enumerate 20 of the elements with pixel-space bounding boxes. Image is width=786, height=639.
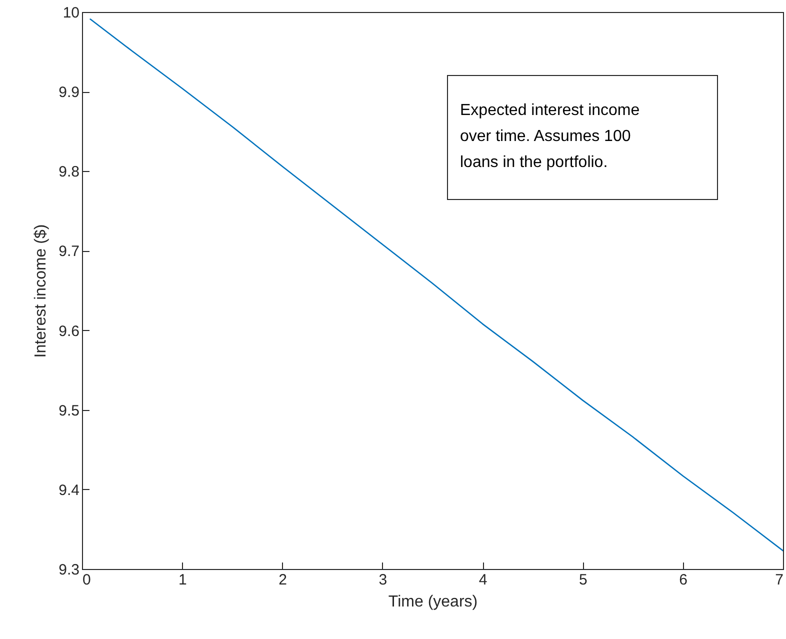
- x-tick-label: 4: [478, 572, 488, 588]
- x-tick-label: 0: [82, 572, 91, 588]
- y-axis-title: Interest income ($): [32, 224, 50, 358]
- line-series: [90, 18, 783, 552]
- y-tick-label: 9.5: [58, 402, 80, 420]
- text-box: Expected interest income over time. Assumes 100 loans in the portfolio.: [447, 75, 718, 200]
- x-tick-label: 3: [378, 572, 388, 588]
- y-tick-label: 9.7: [58, 243, 80, 260]
- x-tick-label: 6: [679, 572, 688, 588]
- y-tick-label: 9.8: [58, 164, 80, 181]
- y-tick-label: 9.4: [58, 482, 80, 499]
- x-tick-label: 5: [579, 572, 588, 588]
- y-tick-label: 9.9: [58, 84, 80, 102]
- y-tick-label: 9.3: [58, 562, 80, 578]
- y-tick-label: 9.6: [58, 322, 80, 340]
- x-tick-label: 2: [278, 572, 287, 588]
- x-tick-label: 1: [178, 572, 187, 588]
- y-tick-label: 10: [62, 4, 80, 22]
- x-axis-title: Time (years): [388, 594, 478, 610]
- x-tick-label: 7: [775, 572, 784, 588]
